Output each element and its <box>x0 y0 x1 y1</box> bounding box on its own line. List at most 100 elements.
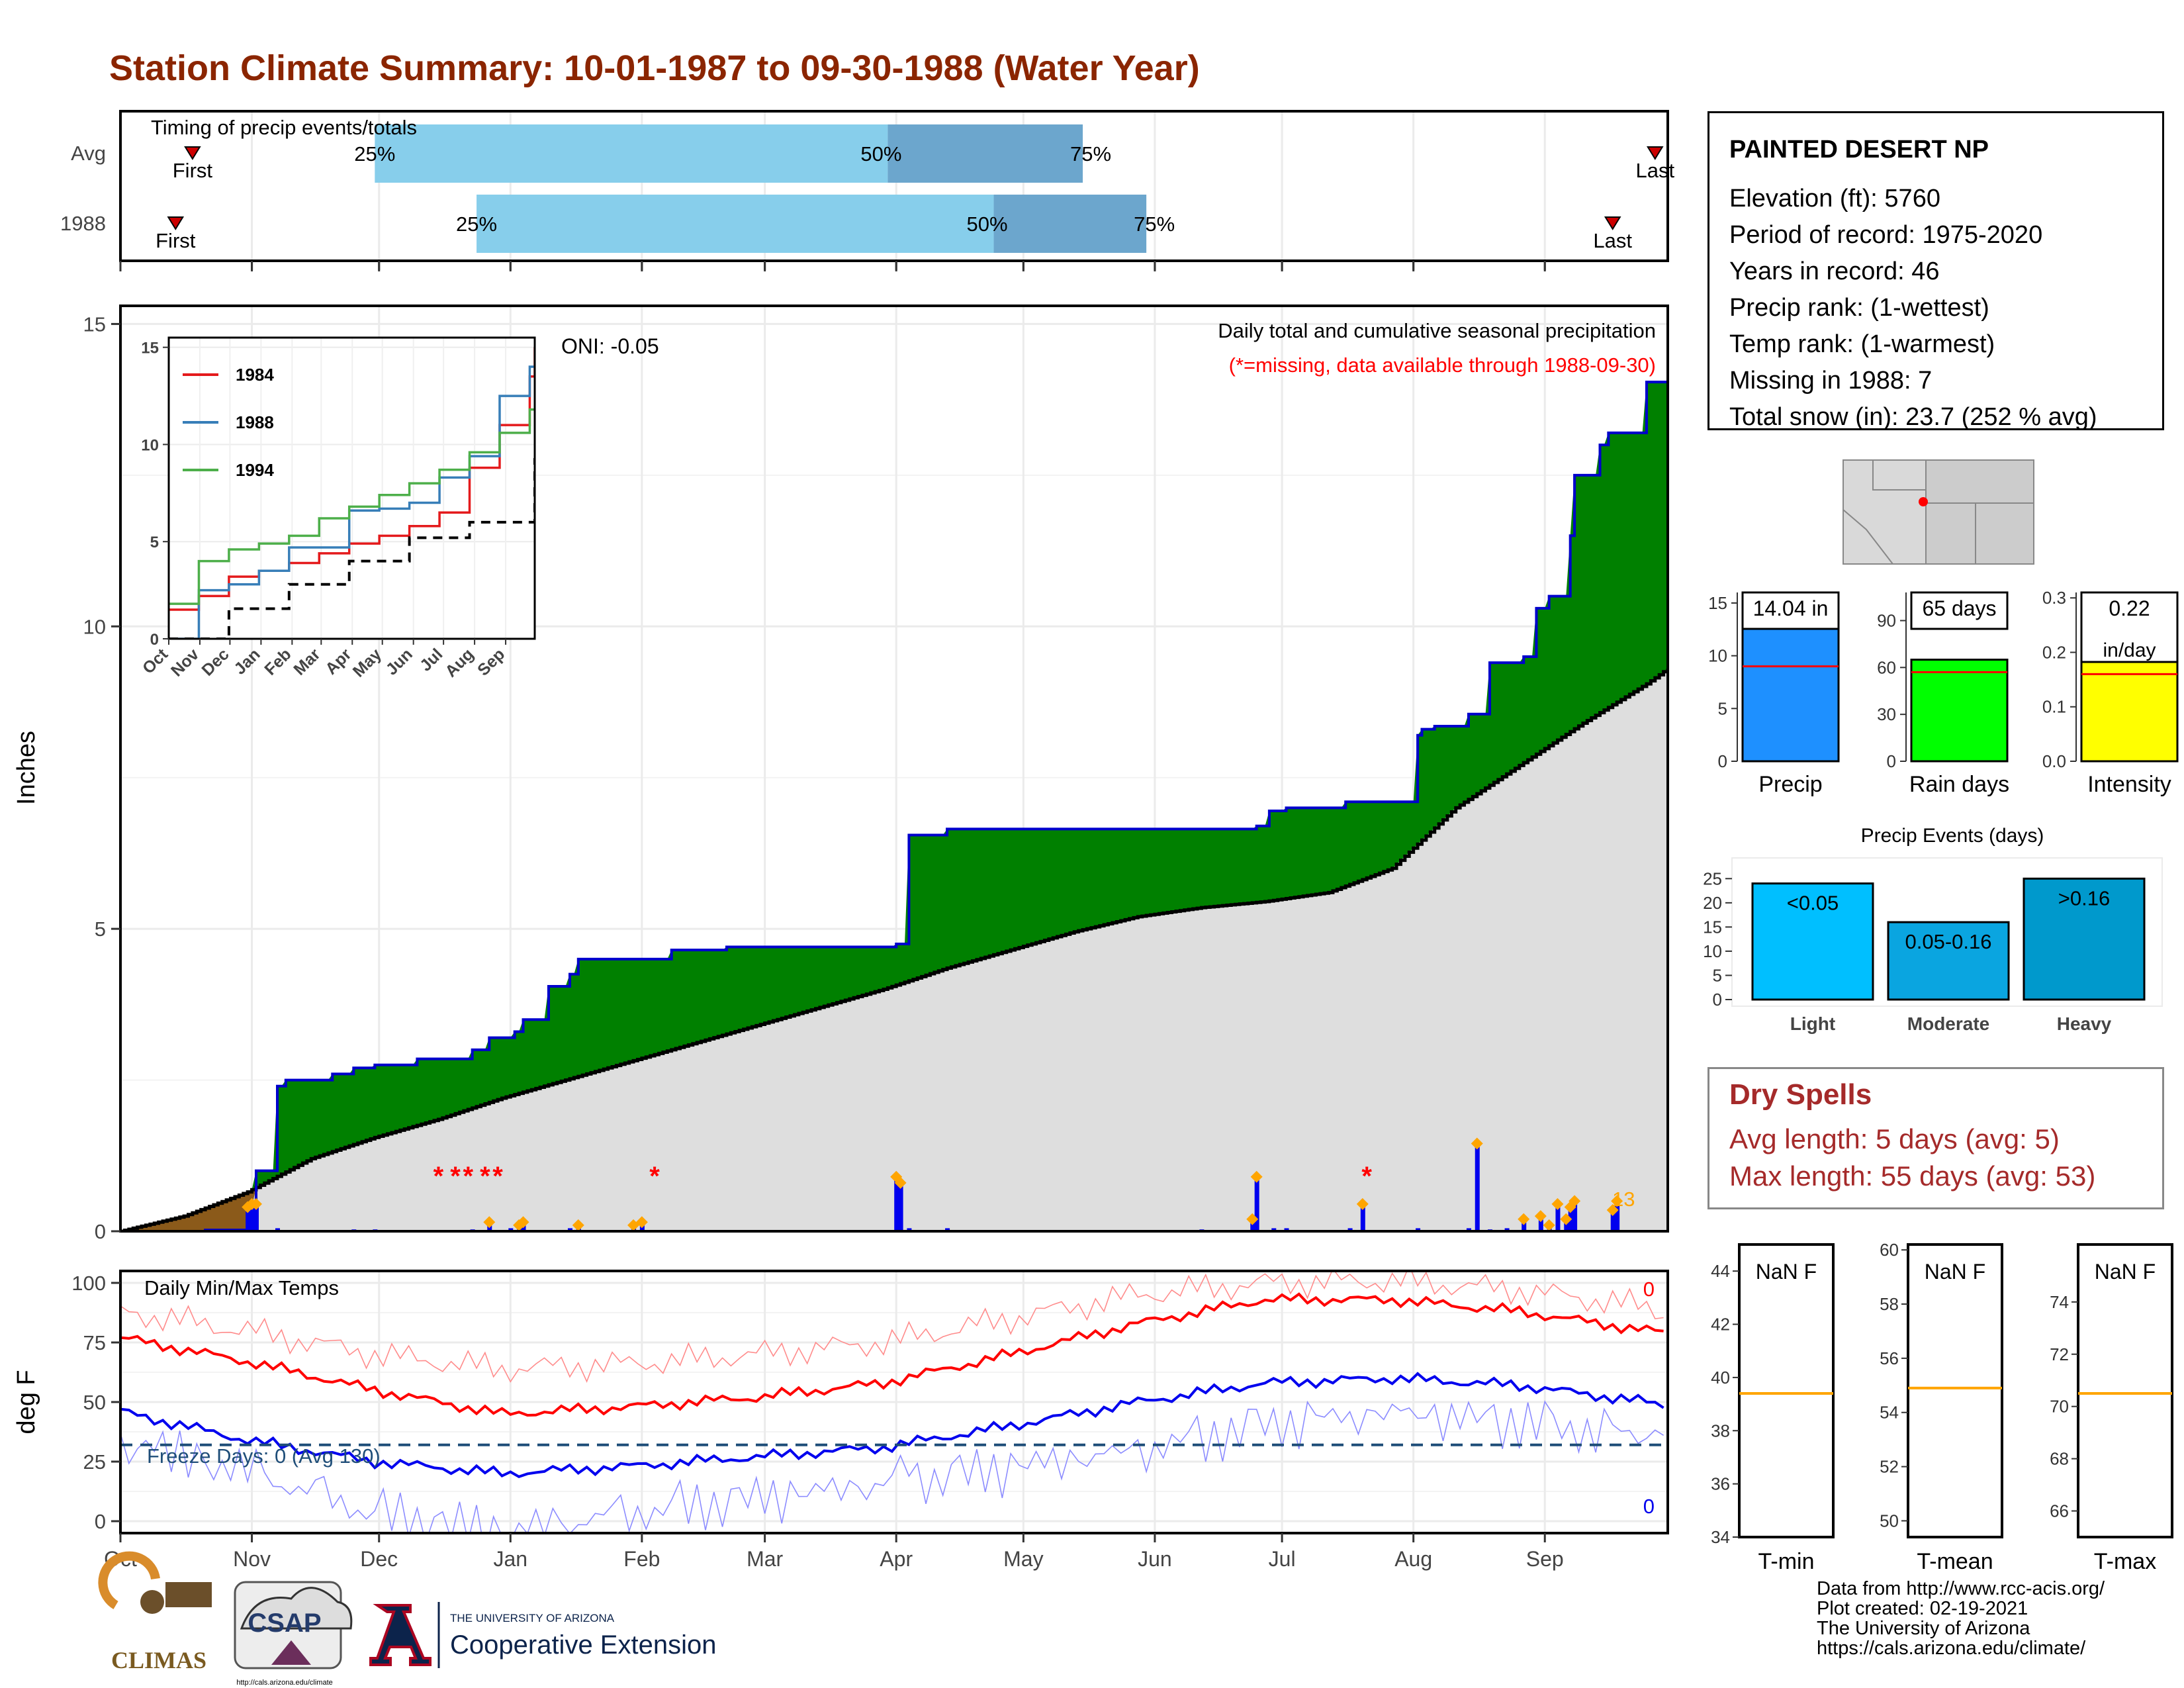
credit-created: Plot created: 02-19-2021 <box>1817 1598 2028 1619</box>
summary-y-tick-label: 0 <box>1887 751 1896 771</box>
summary-value-box <box>1741 591 1840 630</box>
month-x-axis: Oct Nov Dec Jan Feb Mar Apr May Jun Jul Aug Sep <box>104 261 1564 1571</box>
month-tick-label: Feb <box>623 1547 660 1571</box>
daily-precip-bar <box>1475 1143 1480 1231</box>
pct-25-label: 25% <box>354 142 395 165</box>
missing-day-marker: * <box>1361 1162 1372 1191</box>
missing-day-marker: * <box>463 1162 473 1191</box>
events-bar <box>1751 882 1874 1001</box>
tpanel-value-text: NaN F <box>1756 1260 1817 1284</box>
month-tick-label: Apr <box>880 1547 913 1571</box>
timing-panel: Timing of precip events/totals Avg 1988 … <box>60 110 1674 271</box>
summary-value-box <box>1910 591 2009 630</box>
daily-precip-bar <box>246 1207 251 1231</box>
events-bar <box>2023 877 2146 1001</box>
tpanel-y-tick-label: 50 <box>1880 1511 1899 1530</box>
daily-precip-bar <box>945 1228 950 1231</box>
first-label: First <box>173 159 213 182</box>
daily-precip-bar <box>253 1203 259 1231</box>
event-marker <box>1246 1213 1259 1225</box>
credits: Data from http://www.rcc-acis.org/ Plot … <box>1817 1579 2105 1658</box>
daily-precip-bar <box>567 1228 572 1231</box>
pct-25-label: 25% <box>456 212 497 236</box>
tpanel-y-tick-label: 42 <box>1711 1315 1730 1335</box>
ua-logo: THE UNIVERSITY OF ARIZONA Cooperative Ex… <box>369 1602 716 1668</box>
daily-precip-bar <box>1555 1203 1561 1231</box>
event-count: 13 <box>1612 1188 1635 1211</box>
event-marker <box>1560 1213 1572 1225</box>
temp-title: Daily Min/Max Temps <box>144 1276 339 1299</box>
event-marker <box>1611 1195 1623 1207</box>
inset-legend: 1984 1988 1994 <box>183 365 274 480</box>
summary-value-text: 14.04 in <box>1753 596 1829 620</box>
inset-avg-line <box>169 458 535 639</box>
credit-url: https://cals.arizona.edu/climate/ <box>1817 1638 2086 1659</box>
above-average-area <box>120 382 1668 1231</box>
summary-bar-precip <box>1741 612 1840 763</box>
tpanel-value-text: NaN F <box>1925 1260 1985 1284</box>
inset-y-tick-label: 10 <box>141 436 159 454</box>
event-marker <box>1551 1197 1564 1210</box>
inset-legend-label: 1994 <box>236 460 274 480</box>
daily-precip-bar <box>1360 1203 1365 1231</box>
station-temp-rank: Temp rank: (1-warmest) <box>1729 330 1995 358</box>
csap-logo-text: CSAP <box>248 1609 321 1638</box>
summary-category-label: Precip <box>1758 772 1822 797</box>
last-label: Last <box>1635 159 1674 182</box>
daily-precip-bar <box>1250 1219 1255 1231</box>
page-title: Station Climate Summary: 10-01-1987 to 0… <box>109 48 1200 88</box>
temp-series-line <box>120 1292 1664 1417</box>
event-marker <box>894 1176 907 1189</box>
daily-precip-bar <box>250 1203 255 1231</box>
inset-y-tick-label: 15 <box>141 340 159 357</box>
precip-y-tick-label: 10 <box>83 615 106 638</box>
climas-logo-text: CLIMAS <box>111 1647 206 1673</box>
credit-source: Data from http://www.rcc-acis.org/ <box>1817 1578 2105 1599</box>
tpanel-y-tick-label: 56 <box>1880 1348 1899 1368</box>
month-tick-label: May <box>1003 1547 1043 1571</box>
first-label: First <box>156 229 196 252</box>
tpanel-label: T-max <box>2094 1549 2156 1574</box>
event-marker <box>250 1197 262 1210</box>
pct-75-label: 75% <box>1134 212 1175 236</box>
summary-value-box <box>2080 591 2179 663</box>
freeze-days-text: Freeze Days: 0 (Avg 130) <box>147 1444 381 1468</box>
month-tick-label: Jan <box>494 1547 528 1571</box>
tpanel-y-tick-label: 52 <box>1880 1457 1899 1477</box>
daily-precip-bar <box>1254 1176 1259 1231</box>
event-marker <box>1518 1213 1530 1225</box>
tpanel-y-tick-label: 68 <box>2050 1449 2069 1469</box>
timing-bar-25-50 <box>375 124 888 183</box>
missing-day-marker: * <box>480 1162 490 1191</box>
timing-title: Timing of precip events/totals <box>151 116 417 139</box>
inset-series-lines <box>169 347 535 639</box>
tpanel-value-text: NaN F <box>2095 1260 2156 1284</box>
dry-spells-title: Dry Spells <box>1729 1078 1872 1111</box>
event-marker <box>1569 1195 1581 1207</box>
csap-logo: CSAP http://cals.arizona.edu/climate <box>234 1581 353 1687</box>
temperature-summary-panels: NaN F 34 36 38 40 42 44 T-min NaN F 50 52 54 56 58 60 T… <box>1711 1240 2173 1574</box>
missing-day-marker: * <box>450 1162 461 1191</box>
timing-row-label-avg: Avg <box>71 142 106 165</box>
pct-50-label: 50% <box>860 142 901 165</box>
min-record-count: 0 <box>1643 1495 1655 1518</box>
event-marker <box>635 1216 648 1229</box>
events-bar-label: 0.05-0.16 <box>1905 930 1992 953</box>
tpanel-y-tick-label: 74 <box>2050 1292 2069 1312</box>
first-event-marker <box>167 216 185 230</box>
summary-y-tick-label: 15 <box>1708 593 1727 613</box>
daily-precip-bar <box>275 1228 281 1231</box>
summary-bar-panels: 14.04 in 0 5 10 15 Precip 65 days 0 30 60 90 Rain d… <box>1708 588 2179 797</box>
station-location-dot <box>1919 497 1928 506</box>
month-tick-label: Sep <box>1526 1547 1564 1571</box>
ua-small-text: THE UNIVERSITY OF ARIZONA <box>450 1612 615 1624</box>
inset-legend-label: 1988 <box>236 412 274 432</box>
tpanel-y-tick-label: 58 <box>1880 1294 1899 1314</box>
events-category-label: Light <box>1790 1013 1835 1034</box>
tpanel-label: T-min <box>1758 1549 1815 1574</box>
precip-y-axis: 0 5 10 15 <box>83 312 120 1243</box>
credit-university: The University of Arizona <box>1817 1618 2030 1639</box>
last-event-marker <box>1646 146 1664 160</box>
